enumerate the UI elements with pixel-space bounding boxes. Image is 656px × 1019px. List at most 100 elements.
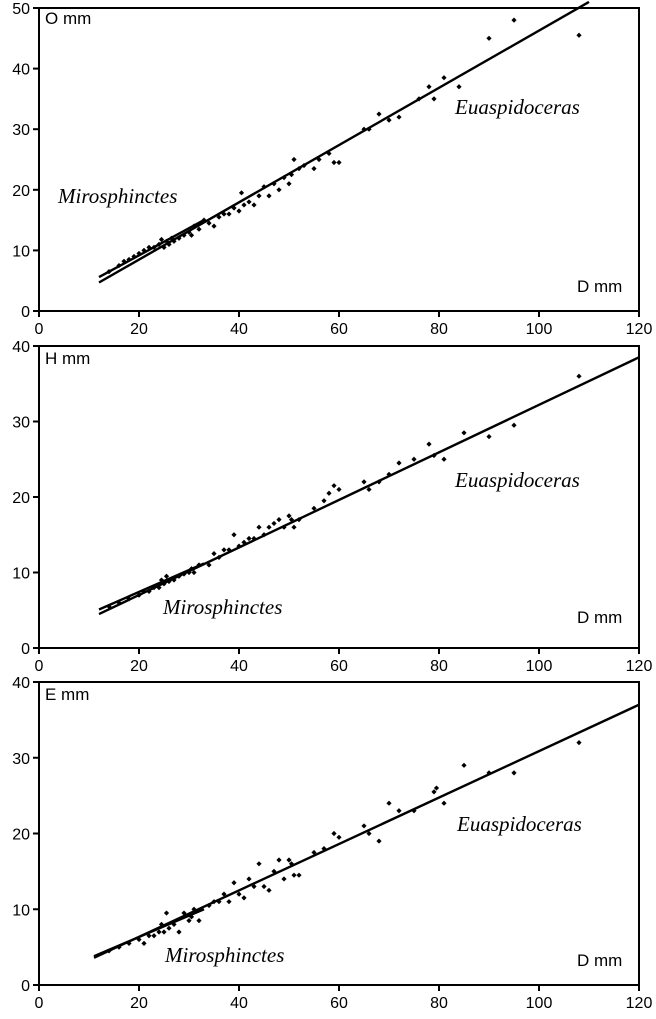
data-point [386,471,392,477]
regression-line-mirosphinctes [98,219,205,279]
data-points [106,373,582,610]
data-point [163,573,170,579]
data-point [136,936,142,943]
data-point [271,520,277,527]
data-point [286,513,292,519]
data-point [251,202,257,208]
data-point [221,211,227,217]
axis-ticks [33,7,640,317]
data-point [196,918,202,924]
data-point [141,940,147,946]
data-point [136,592,142,598]
data-point [291,524,297,530]
data-point [238,190,245,196]
data-point [186,569,192,576]
data-point [166,241,172,247]
data-point [316,156,322,163]
data-point [166,925,172,931]
data-point [576,740,582,746]
x-tick-label: 80 [430,995,448,1012]
data-point [386,117,392,123]
data-point [331,483,337,489]
data-point [301,162,307,169]
data-point [281,524,287,530]
data-point [511,17,517,23]
axis-ticks [33,345,640,654]
y-tick-label: 30 [12,122,30,139]
data-point [326,150,332,157]
data-point [181,571,187,577]
y-tick-label: 40 [12,62,30,79]
data-point [206,220,212,226]
data-point [321,498,327,504]
data-point [291,156,297,163]
x-tick-label: 0 [35,321,44,338]
data-point [146,244,152,250]
data-point [181,910,187,916]
data-point [291,872,297,878]
y-tick-label: 0 [21,304,30,321]
y-tick-label: 40 [12,339,30,356]
regression-line-mirosphinctes [98,562,205,611]
data-point [176,235,182,241]
data-point [176,929,182,935]
regression-line-euaspidoceras [93,703,640,959]
data-point [286,857,292,863]
data-point [276,857,282,863]
y-tick-label: 0 [21,641,30,658]
x-tick-label: 60 [330,321,348,338]
data-point [161,244,167,250]
data-point [196,226,202,232]
data-point [431,789,437,795]
y-tick-label: 20 [12,827,30,844]
y-axis-label: E mm [45,685,89,704]
data-point [166,578,172,585]
data-point [126,940,132,946]
data-point [158,577,165,583]
data-point [396,808,402,814]
data-point [576,32,582,38]
x-tick-label: 20 [130,658,148,675]
data-point [251,535,257,542]
data-point [211,223,217,229]
data-point [241,202,247,208]
data-point [311,849,317,856]
data-point [216,214,222,220]
data-point [136,250,142,257]
y-tick-label: 30 [12,751,30,768]
data-point [366,126,372,132]
x-axis-label: D mm [577,951,622,970]
x-axis-label: D mm [577,608,622,627]
data-point [441,456,447,462]
data-point [321,846,327,852]
regression-line-mirosphinctes [93,908,205,958]
label-euaspidoceras: Euaspidoceras [454,468,580,492]
data-point [206,562,212,568]
y-tick-label: 10 [12,566,30,583]
data-point [216,899,222,905]
data-point [376,838,382,844]
data-points [106,740,582,954]
x-tick-label: 120 [626,658,653,675]
data-point [296,872,302,878]
data-point [431,452,437,459]
data-point [311,165,317,172]
x-tick-label: 120 [626,321,653,338]
data-point [191,906,197,912]
tick-labels: 0 20 40 60 80 100 120 0 10 20 30 40 50 [12,1,652,338]
data-point [261,883,267,890]
data-point [151,585,157,591]
data-point [431,96,437,102]
data-point [188,914,195,920]
data-point [106,603,112,610]
regression-lines [93,703,640,959]
tick-labels: 0 20 40 60 80 100 120 0 10 20 30 40 [12,675,652,1012]
data-points [106,17,582,275]
data-point [188,566,195,572]
data-point [281,175,287,181]
data-point [236,208,242,214]
x-tick-label: 60 [330,658,348,675]
data-point [336,486,342,493]
data-point [361,479,367,485]
data-point [106,269,112,275]
